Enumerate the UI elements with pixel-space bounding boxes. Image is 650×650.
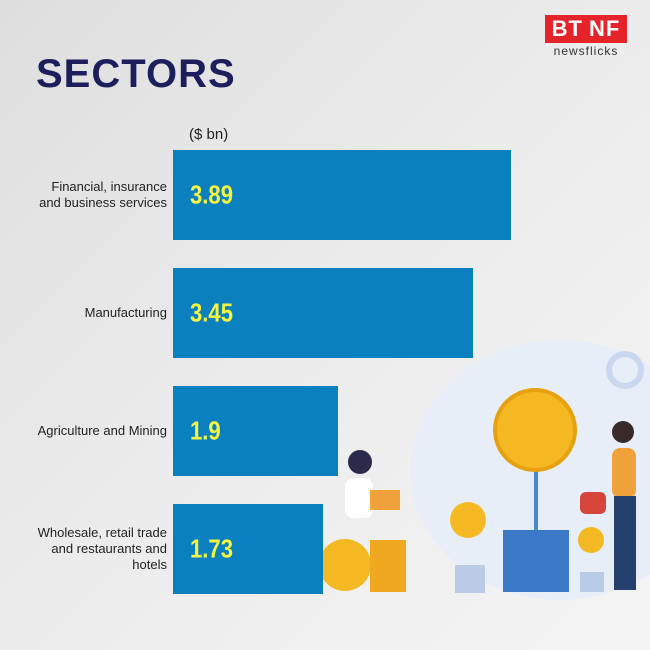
watering-can <box>580 492 606 514</box>
person <box>345 478 373 518</box>
person <box>348 450 372 474</box>
category-label: Wholesale, retail trade and restaurants … <box>37 525 167 572</box>
value-label: 3.89 <box>190 179 234 210</box>
logo-tagline: newsflicks <box>553 44 619 58</box>
category-label: Financial, insurance and business servic… <box>39 179 167 210</box>
value-label: 1.9 <box>190 415 221 446</box>
bar <box>173 386 339 476</box>
person <box>614 496 636 590</box>
coin <box>578 527 604 553</box>
coin <box>450 502 486 538</box>
bar <box>173 150 512 240</box>
unit-label: ($ bn) <box>189 126 229 143</box>
category-label: Agriculture and Mining <box>37 423 167 438</box>
category-label: Manufacturing <box>84 305 167 320</box>
logo: BT NF <box>545 15 627 43</box>
logo-brand: BT <box>551 16 583 41</box>
gear <box>606 351 644 389</box>
person <box>612 421 634 443</box>
laptop <box>370 490 400 510</box>
logo-suffix: NF <box>589 16 621 41</box>
coin <box>319 539 371 591</box>
pot <box>455 565 485 593</box>
coin-stack <box>370 540 406 592</box>
bar <box>173 268 473 358</box>
value-label: 1.73 <box>190 533 234 564</box>
person <box>612 448 636 498</box>
bar <box>173 504 324 594</box>
coin <box>493 388 577 472</box>
pot <box>503 530 569 592</box>
chart-title: SECTORS <box>36 52 236 96</box>
pot <box>580 572 604 592</box>
value-label: 3.45 <box>190 297 234 328</box>
